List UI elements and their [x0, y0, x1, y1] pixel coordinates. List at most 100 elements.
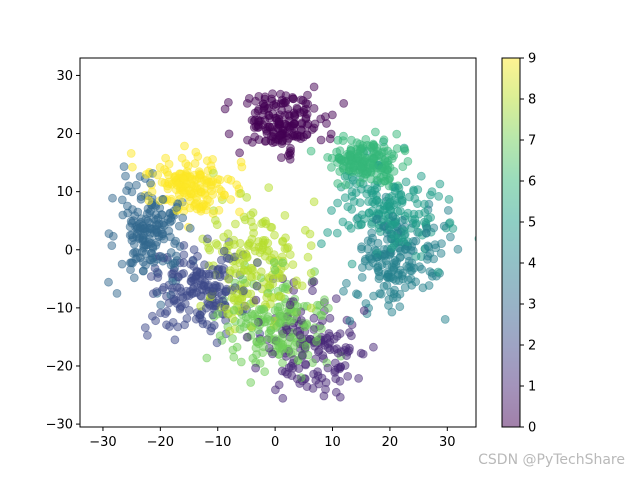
scatter-point-label-2 [170, 335, 180, 345]
scatter-point-label-1 [313, 347, 323, 357]
scatter-point-label-7 [265, 316, 275, 325]
scatter-point-label-8 [210, 215, 220, 225]
scatter-point-label-3 [138, 257, 148, 267]
scatter-point-label-7 [278, 258, 288, 268]
scatter-point-label-4 [394, 268, 403, 278]
scatter-point-label-5 [401, 177, 411, 187]
scatter-point-label-6 [335, 167, 345, 176]
scatter-point-label-4 [390, 285, 399, 295]
scatter-point-label-6 [379, 135, 389, 145]
scatter-point-label-0 [297, 118, 307, 128]
scatter-point-label-6 [341, 180, 351, 190]
scatter-point-label-7 [302, 320, 312, 330]
scatter-point-label-6 [376, 165, 386, 175]
scatter-point-label-1 [343, 371, 353, 381]
scatter-point-label-0 [327, 110, 337, 120]
scatter-point-label-8 [222, 304, 231, 314]
scatter-point-label-1 [325, 331, 335, 341]
scatter-point-label-1 [295, 330, 305, 340]
scatter-point-label-1 [308, 286, 317, 296]
scatter-point-label-2 [179, 240, 189, 250]
scatter-point-label-0 [251, 96, 260, 106]
scatter-point-label-8 [238, 257, 248, 267]
scatter-point-label-7 [259, 304, 269, 314]
scatter-point-label-3 [153, 213, 163, 223]
colorbar-tick-label: 9 [528, 52, 536, 67]
scatter-point-label-8 [269, 293, 279, 303]
scatter-point-label-9 [163, 184, 173, 194]
colorbar-tick-label: 0 [528, 421, 536, 436]
scatter-point-label-7 [281, 282, 290, 292]
scatter-point-label-1 [309, 325, 319, 334]
scatter-point-label-8 [309, 197, 319, 207]
scatter-point-label-1 [251, 295, 261, 305]
colorbar-tick-label: 1 [528, 380, 536, 395]
scatter-point-label-2 [201, 303, 211, 313]
scatter-point-label-7 [290, 340, 300, 350]
scatter-point-label-7 [286, 333, 296, 343]
scatter-point-label-3 [171, 251, 181, 261]
scatter-point-label-6 [323, 152, 333, 162]
scatter-point-label-1 [331, 294, 341, 304]
scatter-point-label-5 [349, 197, 359, 206]
scatter-point-label-2 [153, 273, 163, 282]
scatter-point-label-0 [285, 154, 295, 164]
scatter-point-label-9 [141, 169, 151, 179]
scatter-point-label-7 [269, 258, 279, 267]
scatter-point-label-4 [453, 244, 463, 254]
scatter-point-label-9 [214, 184, 224, 194]
scatter-point-label-4 [366, 237, 376, 247]
scatter-point-label-6 [359, 173, 368, 183]
scatter-point-label-1 [325, 345, 335, 355]
scatter-point-label-9 [177, 153, 187, 163]
scatter-point-label-4 [443, 205, 453, 215]
scatter-point-label-8 [219, 232, 229, 242]
x-tick-label: 30 [439, 435, 456, 450]
scatter-point-label-0 [303, 99, 313, 109]
scatter-point-label-4 [423, 241, 433, 251]
scatter-point-label-0 [268, 109, 278, 119]
x-tick-label: 20 [382, 435, 399, 450]
scatter-point-label-1 [354, 373, 364, 383]
scatter-point-label-3 [174, 221, 184, 231]
scatter-point-label-9 [179, 174, 189, 184]
scatter-point-label-5 [384, 193, 394, 203]
scatter-point-label-7 [229, 352, 239, 362]
scatter-point-label-1 [321, 378, 331, 387]
scatter-point-label-8 [282, 243, 292, 253]
scatter-point-label-0 [289, 123, 299, 133]
scatter-point-label-6 [306, 146, 316, 156]
scatter-point-label-9 [208, 190, 218, 199]
scatter-point-label-0 [268, 89, 277, 99]
scatter-point-label-7 [236, 357, 246, 367]
scatter-point-label-7 [246, 378, 256, 387]
scatter-point-label-2 [169, 296, 179, 306]
scatter-point-label-1 [342, 351, 352, 361]
scatter-point-label-6 [366, 166, 376, 176]
scatter-point-label-4 [357, 272, 367, 282]
watermark-text: CSDN @PyTechShare [478, 452, 625, 468]
scatter-point-label-1 [242, 332, 252, 342]
scatter-point-label-1 [285, 300, 295, 310]
scatter-point-label-3 [121, 171, 130, 181]
scatter-point-label-7 [228, 334, 237, 343]
scatter-point-label-2 [192, 267, 202, 277]
y-tick-label: −10 [46, 301, 73, 316]
colorbar-tick-label: 7 [528, 134, 536, 149]
scatter-point-label-3 [124, 181, 134, 191]
scatter-point-label-2 [187, 289, 197, 299]
scatter-point-label-6 [348, 167, 358, 177]
scatter-point-label-6 [335, 146, 345, 156]
scatter-point-label-1 [301, 359, 310, 369]
scatter-point-label-3 [151, 240, 161, 250]
scatter-point-label-8 [306, 241, 316, 251]
scatter-point-label-7 [238, 274, 248, 284]
scatter-point-label-2 [214, 264, 224, 274]
scatter-point-label-7 [293, 302, 303, 312]
scatter-point-label-5 [387, 243, 397, 253]
scatter-point-label-4 [424, 281, 434, 290]
scatter-point-label-2 [209, 320, 219, 330]
scatter-point-label-3 [112, 288, 122, 298]
scatter-point-label-6 [385, 162, 395, 172]
